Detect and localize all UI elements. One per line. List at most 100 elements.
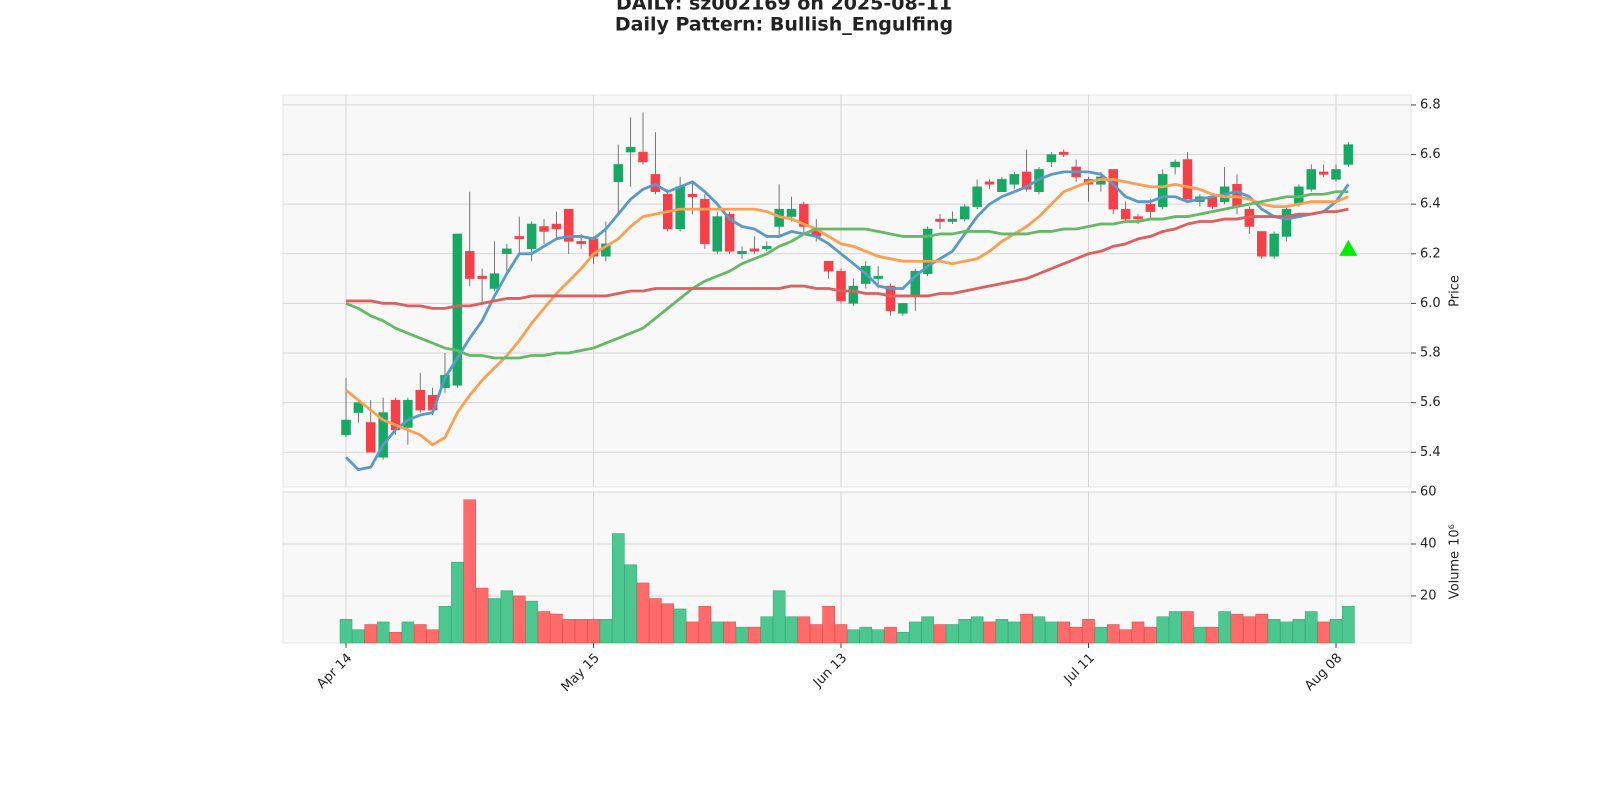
volume-bar (624, 564, 637, 644)
y-tick-label: 6.4 (1420, 197, 1441, 212)
volume-bar (1342, 606, 1355, 644)
volume-bar (512, 595, 526, 644)
y-tick-label: 6.0 (1420, 296, 1441, 311)
volume-bar (364, 624, 378, 644)
volume-bar (723, 621, 736, 644)
volume-bar (1057, 621, 1071, 644)
candle-body (724, 213, 735, 252)
candle-body (898, 303, 908, 314)
volume-bar (946, 624, 959, 644)
candle-body (378, 412, 388, 458)
volume-bar (1094, 626, 1108, 644)
volume-bar (451, 561, 464, 644)
chart-title: DAILY: sz002169 on 2025-08-11 (616, 0, 952, 15)
volume-bar (1193, 626, 1207, 644)
volume-bar (525, 600, 538, 644)
y-tick-label: 6.8 (1420, 97, 1441, 112)
volume-bar (983, 621, 996, 644)
y-tick-label: 20 (1420, 588, 1437, 603)
candle-body (984, 181, 995, 185)
chart-subtitle: Daily Pattern: Bullish_Engulfing (615, 14, 953, 36)
candle-body (922, 228, 933, 274)
candle-body (366, 422, 376, 453)
candle-body (1281, 208, 1292, 237)
candle-body (477, 275, 487, 279)
candle-body (638, 151, 648, 163)
candle-body (762, 246, 772, 250)
volume-bar (1082, 619, 1095, 644)
volume-bar (500, 590, 514, 644)
volume-bar (649, 598, 662, 644)
volume-bar (847, 629, 860, 644)
x-tick-label: May 15 (559, 651, 603, 695)
candle-body (737, 251, 747, 255)
volume-bar (1218, 611, 1231, 644)
volume-bar (488, 598, 501, 644)
volume-bar (1304, 611, 1318, 644)
volume-bar (1255, 613, 1269, 644)
candle-body (1046, 154, 1057, 163)
volume-bar (1181, 611, 1194, 644)
candle-body (403, 399, 413, 428)
candle-body (539, 226, 549, 232)
candle-body (613, 164, 623, 183)
volume-bar (859, 626, 873, 644)
candle-body (972, 186, 982, 207)
volume-bar (1119, 629, 1132, 644)
volume-bar (438, 606, 452, 644)
volume-bar (636, 582, 650, 644)
candle-body (935, 218, 945, 222)
candle-body (1343, 144, 1354, 165)
candle-body (1257, 231, 1267, 257)
candle-body (848, 285, 859, 304)
candle-body (1318, 171, 1329, 175)
volume-bar (389, 632, 402, 644)
candle-body (452, 233, 463, 386)
y-tick-label: 5.6 (1420, 395, 1441, 410)
y-tick-label: 5.4 (1420, 445, 1441, 460)
candle-body (823, 260, 834, 272)
volume-bar (710, 621, 724, 644)
volume-bar (933, 624, 947, 644)
candle-body (1145, 203, 1156, 212)
volume-bar (1131, 621, 1145, 644)
candle-body (997, 179, 1007, 193)
candle-body (1182, 159, 1193, 200)
volume-bar (463, 499, 477, 644)
volume-bar (1267, 619, 1281, 644)
volume-bar (599, 619, 613, 644)
candle-body (502, 248, 512, 255)
candle-body (1059, 151, 1069, 155)
moving-average-line (346, 207, 1349, 310)
volume-bar (748, 626, 761, 644)
candle-body (353, 402, 364, 413)
moving-average-line (345, 190, 1349, 360)
volume-bar (1205, 626, 1219, 644)
volume-bar (1168, 611, 1182, 644)
volume-bar (1329, 619, 1343, 644)
candle-body (576, 241, 586, 245)
candle-body (526, 223, 537, 250)
volume-bar (1106, 624, 1120, 644)
x-tick-label: Jun 13 (810, 651, 850, 691)
volume-bar (475, 587, 489, 644)
candle-body (1306, 169, 1316, 190)
candle-body (960, 206, 970, 220)
volume-bar (958, 619, 972, 644)
candle-body (551, 223, 562, 230)
candle-body (489, 273, 500, 289)
candle-body (625, 146, 636, 153)
y-tick-label: 6.6 (1420, 147, 1441, 162)
x-tick-label: Apr 14 (314, 651, 355, 692)
y-tick-label: 5.8 (1420, 346, 1441, 361)
volume-bar (376, 621, 390, 644)
volume-bar (550, 613, 563, 644)
volume-bar (834, 624, 848, 644)
candle-body (1009, 174, 1019, 185)
signal-marker (1339, 239, 1358, 256)
volume-bar (661, 603, 675, 644)
candle-body (514, 236, 524, 240)
candle-body (1269, 233, 1279, 257)
candle-body (415, 389, 425, 411)
